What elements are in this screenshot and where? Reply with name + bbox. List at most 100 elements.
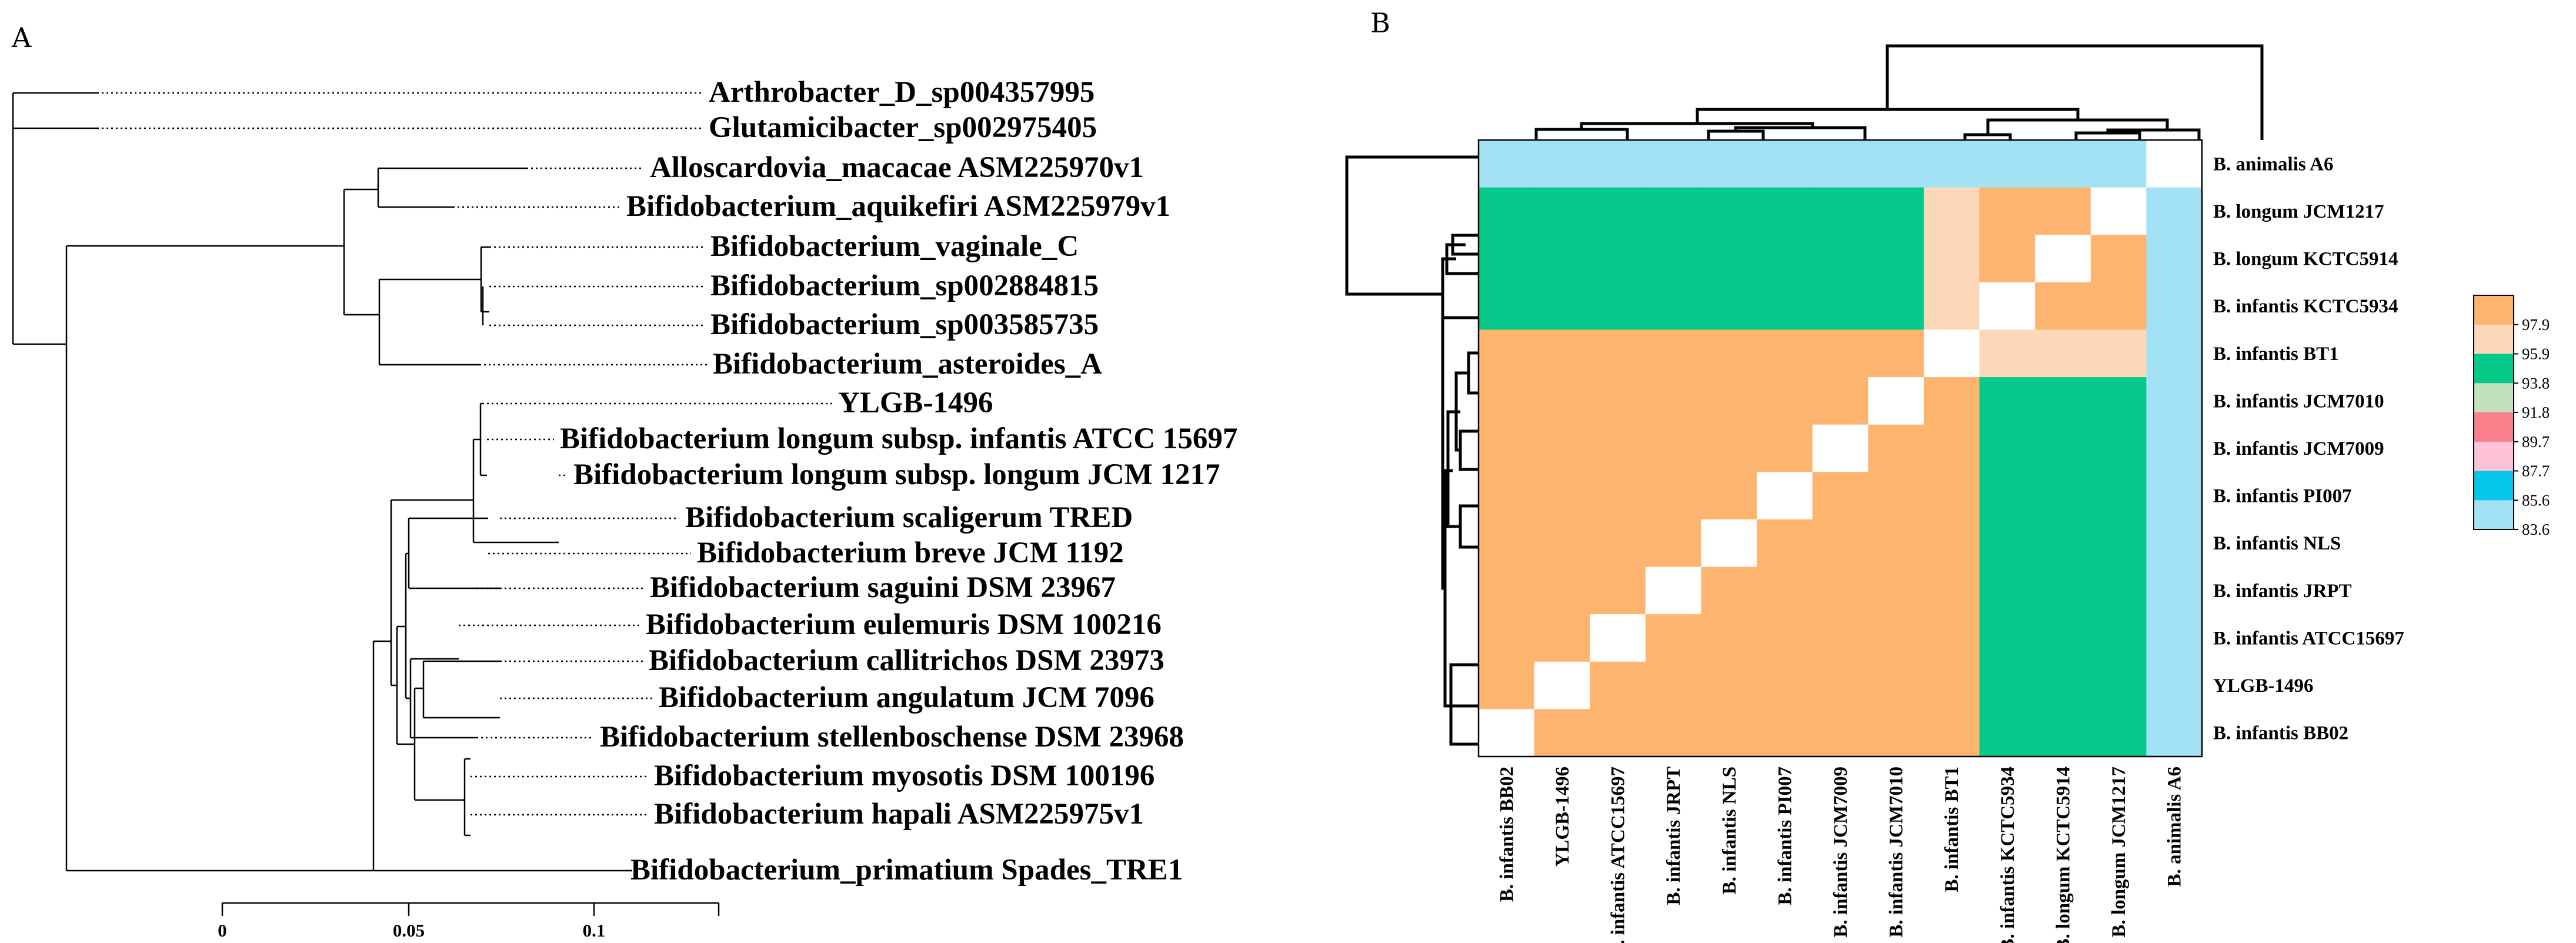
heatmap-cell [1757, 567, 1813, 615]
heatmap-cell [1757, 377, 1813, 425]
phylogenetic-tree: Arthrobacter_D_sp004357995Glutamicibacte… [12, 76, 1237, 941]
heatmap-cell [1868, 235, 1924, 283]
heatmap-cell [1534, 187, 1590, 235]
tree-tip-label: Arthrobacter_D_sp004357995 [709, 76, 1095, 109]
legend-swatch [2474, 354, 2514, 384]
tree-tip-label: Bifidobacterium breve JCM 1192 [697, 537, 1124, 569]
branch-ylgb [472, 438, 559, 544]
tree-tip-label: Bifidobacterium scaligerum TRED [685, 501, 1133, 534]
heatmap-cell [1534, 567, 1590, 615]
legend-label: 85.6 [2522, 491, 2550, 509]
heatmap-cell [2090, 567, 2147, 615]
heatmap-cell [1479, 519, 1535, 568]
tree-tip-label: Bifidobacterium_primatium Spades_TRE1 [630, 854, 1183, 887]
heatmap-cell [1701, 661, 1757, 709]
heatmap-cell [2090, 377, 2147, 425]
heatmap-cell [2146, 519, 2203, 568]
heatmap-column-label: B. longum KCTC5914 [2053, 767, 2074, 943]
heatmap-cell [2090, 187, 2147, 235]
color-legend: 97.9 95.9 93.8 91.8 89.7 87.7 85.6 83.6 [2473, 295, 2550, 538]
heatmap-column-label: B. infantis NLS [1719, 767, 1740, 894]
heatmap-column-label: B. infantis JCM7010 [1886, 767, 1907, 938]
panel-b-label: B [1370, 7, 1390, 39]
heatmap-cell [1812, 329, 1868, 378]
heatmap-cell [1590, 709, 1646, 757]
heatmap-cell [1868, 709, 1924, 757]
heatmap-cell [2146, 282, 2203, 331]
heatmap-column-label: B. animalis A6 [2164, 767, 2185, 887]
heatmap-cell [1534, 329, 1590, 378]
heatmap-cell [2090, 424, 2147, 472]
heatmap-cell [1701, 282, 1757, 331]
heatmap-cell [1534, 235, 1590, 283]
heatmap-cell [2035, 187, 2091, 235]
heatmap-cell [1868, 614, 1924, 662]
heatmap-column-label: B. infantis BT1 [1941, 767, 1963, 892]
heatmap-row-label: B. infantis JCM7009 [2213, 438, 2384, 459]
heatmap-cell [1590, 329, 1646, 378]
heatmap-cell [2090, 235, 2147, 283]
tree-tip-label: Bifidobacterium_sp003585735 [710, 308, 1099, 341]
scale-tick-0.1: 0.1 [583, 920, 606, 941]
heatmap-cell [1534, 519, 1590, 568]
heatmap-cell [1923, 377, 1980, 425]
branch-callitrichos-group [413, 687, 465, 801]
heatmap-cell [1812, 519, 1868, 568]
tree-scale-axis: 0 0.05 0.1 [218, 902, 720, 941]
heatmap-cell [1479, 709, 1535, 757]
heatmap-row-label: B. infantis JCM7010 [2213, 391, 2384, 412]
tree-tip-label: Bifidobacterium_asteroides_A [713, 348, 1102, 381]
heatmap-cell [1534, 472, 1590, 520]
heatmap-cell [2146, 329, 2203, 378]
tree-tip-label: Bifidobacterium saguini DSM 23967 [650, 571, 1116, 604]
heatmap-cell [1534, 661, 1590, 709]
heatmap-cell [1757, 614, 1813, 662]
heatmap-row-label: B. infantis PI007 [2213, 486, 2352, 507]
heatmap-cell [1979, 567, 2036, 615]
heatmap-cell [2090, 661, 2147, 709]
tree-tip-label: Bifidobacterium stellenboschense DSM 239… [600, 721, 1184, 754]
branch-saguini [409, 658, 476, 739]
heatmap-cell [2090, 614, 2147, 662]
heatmap-row-label: B. animalis A6 [2213, 154, 2333, 175]
tree-tip-label: Alloscardovia_macacae ASM225970v1 [650, 151, 1144, 184]
heatmap-cell [1868, 472, 1924, 520]
heatmap-cell [1590, 472, 1646, 520]
heatmap-cell [1645, 140, 1702, 188]
heatmap-cell [1868, 329, 1924, 378]
heatmap-cell [1645, 519, 1702, 568]
heatmap-cell [1812, 709, 1868, 757]
heatmap-cell [1479, 377, 1535, 425]
heatmap-cell [2035, 567, 2091, 615]
branch-alloscardovia [377, 167, 526, 208]
heatmap-cell [2090, 472, 2147, 520]
heatmap-row-label: B. longum KCTC5914 [2213, 249, 2398, 270]
heatmap-cell [1534, 424, 1590, 472]
heatmap-cell [1534, 614, 1590, 662]
heatmap-column-label: B. infantis JRPT [1663, 767, 1684, 905]
branch-infantis-longum [479, 402, 487, 477]
legend-label: 95.9 [2522, 345, 2550, 363]
heatmap-column-label: B. infantis KCTC5934 [1997, 767, 2018, 943]
heatmap-cell [1534, 709, 1590, 757]
heatmap-cell [1979, 187, 2036, 235]
branch-root [12, 92, 97, 345]
tree-tip-label: Bifidobacterium_vaginale_C [710, 230, 1079, 263]
heatmap-cell [1701, 567, 1757, 615]
heatmap-cell [1534, 140, 1590, 188]
heatmap-cell [1479, 235, 1535, 283]
heatmap-cell [1868, 661, 1924, 709]
legend-label: 83.6 [2522, 521, 2550, 538]
heatmap-cell [2035, 377, 2091, 425]
heatmap-cell [2146, 472, 2203, 520]
heatmap-cell [1979, 329, 2036, 378]
tree-tip-label: Bifidobacterium angulatum JCM 7096 [659, 681, 1154, 714]
heatmap-cell [1923, 140, 1980, 188]
heatmap-cell [1701, 377, 1757, 425]
tree-leader-lines [97, 92, 832, 872]
heatmap-cell [1701, 424, 1757, 472]
heatmap-cell [1645, 187, 1702, 235]
heatmap-cell [1479, 424, 1535, 472]
heatmap-column-labels: B. infantis BB02 YLGB-1496 B. infantis ATC… [1496, 767, 2185, 943]
heatmap-cell [1757, 140, 1813, 188]
